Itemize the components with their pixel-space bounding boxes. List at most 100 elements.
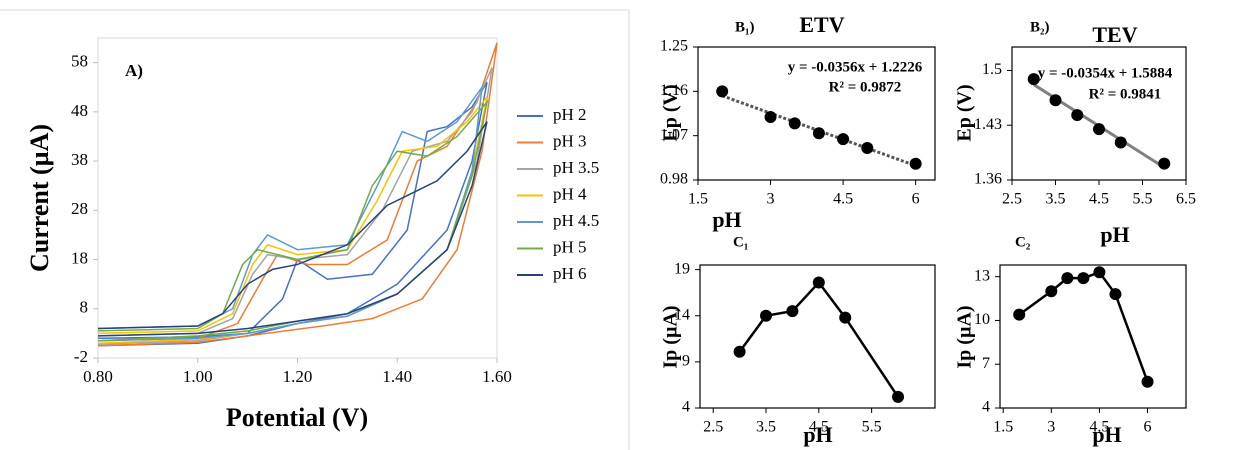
x-tick-label: 0.80 [83,367,113,386]
x-tick-label: 4.5 [1089,419,1109,436]
x-tick-label: 6.5 [1176,191,1196,208]
y-axis-title: Ip (µA) [954,305,976,368]
data-point [1093,266,1106,279]
legend-label: pH 2 [553,105,587,124]
y-tick-label: 9 [682,353,690,370]
y-tick-label: 1.16 [660,82,688,99]
x-tick-label: 1.40 [382,367,412,386]
panel-label: A) [125,61,143,80]
data-line [97,84,484,342]
data-point [716,85,729,98]
data-point [1061,272,1074,285]
legend-label: pH 6 [553,264,587,283]
x-tick-label: 6 [1144,419,1152,436]
legend-label: pH 5 [553,237,587,256]
data-line [97,67,493,345]
data-point [1049,94,1062,107]
y-tick-label: 1.07 [660,126,688,143]
data-point [1158,157,1171,170]
x-tick-label: 3 [1047,419,1055,436]
data-point [760,309,773,322]
x-tick-label: 4.5 [1089,191,1109,208]
x-tick-label: 2.5 [1002,191,1022,208]
y-tick-label: 1.36 [974,171,1002,188]
plot-frame [97,37,498,359]
data-point [892,390,905,403]
x-tick-label: 5.5 [862,419,882,436]
y-tick-label: 4 [682,399,690,416]
x-tick-label: 1.5 [688,191,708,208]
y-axis-title: Current (µA) [25,124,54,272]
data-point [733,345,746,358]
x-tick-label: 1.20 [283,367,313,386]
chart-title: TEV [1092,22,1137,47]
y-tick-label: 1.5 [982,61,1002,78]
x-tick-label: 3.5 [756,419,776,436]
x-tick-label: 1.00 [183,367,213,386]
x-tick-label: 2.5 [703,419,723,436]
x-tick-label: 5.5 [1133,191,1153,208]
y-tick-label: 19 [674,260,690,277]
y-axis-title: Ip (µA) [660,305,682,368]
data-point [909,157,922,170]
data-point [1045,285,1058,298]
plot-frame [697,46,936,181]
x-axis-title: pH [803,422,832,447]
y-tick-label: 7 [982,355,990,372]
panel-label: B₂) [1030,19,1050,35]
plot-frame [699,264,936,409]
x-axis-title: pH [712,207,741,232]
y-tick-label: 1.43 [974,116,1002,133]
y-tick-label: 48 [71,101,88,120]
data-point [1093,123,1105,136]
legend-label: pH 3 [553,131,587,150]
x-tick-label: 4.5 [833,191,853,208]
data-point [1109,288,1122,301]
y-tick-label: 58 [71,52,88,71]
panel-label: C₂ [1015,234,1031,250]
data-line [97,96,488,344]
data-line [97,42,498,347]
y-tick-label: 18 [71,248,88,267]
x-axis-title: Potential (V) [226,403,368,432]
data-line [97,99,489,342]
x-tick-label: 1.5 [993,419,1013,436]
x-tick-label: 4.5 [809,419,829,436]
data-point [1114,136,1127,149]
x-axis-title: pH [1092,422,1121,447]
data-point [1013,308,1026,321]
legend-label: pH 4.5 [553,211,599,230]
data-point [786,305,799,318]
r-squared: R² = 0.9872 [829,79,902,95]
y-tick-label: 0.98 [660,171,688,188]
y-tick-label: 28 [71,199,88,218]
y-tick-label: 14 [674,306,690,323]
x-tick-label: 6 [912,191,920,208]
data-line [97,121,488,337]
panel-label: B₁) [735,19,755,35]
data-point [764,110,777,123]
r-squared: R² = 0.9841 [1089,86,1162,102]
x-axis-title: pH [1100,222,1129,247]
data-line [738,280,900,398]
data-point [1141,375,1154,388]
panel-label: C₁ [733,234,748,250]
legend-label: pH 4 [553,184,587,203]
y-tick-label: -2 [74,347,88,366]
data-point [839,311,852,324]
x-tick-label: 3 [767,191,775,208]
y-tick-label: 4 [982,399,990,416]
data-line [97,81,488,347]
y-tick-label: 38 [71,150,88,169]
data-point [837,133,850,146]
equation: y = -0.0356x + 1.2226 [788,59,923,75]
y-tick-label: 1.25 [660,38,688,55]
y-axis-title: Ep (V) [660,84,682,141]
data-point [812,127,825,140]
y-tick-label: 8 [80,298,89,317]
data-point [812,276,825,289]
equation: y = -0.0354x + 1.5884 [1038,65,1173,81]
y-tick-label: 13 [974,267,990,284]
